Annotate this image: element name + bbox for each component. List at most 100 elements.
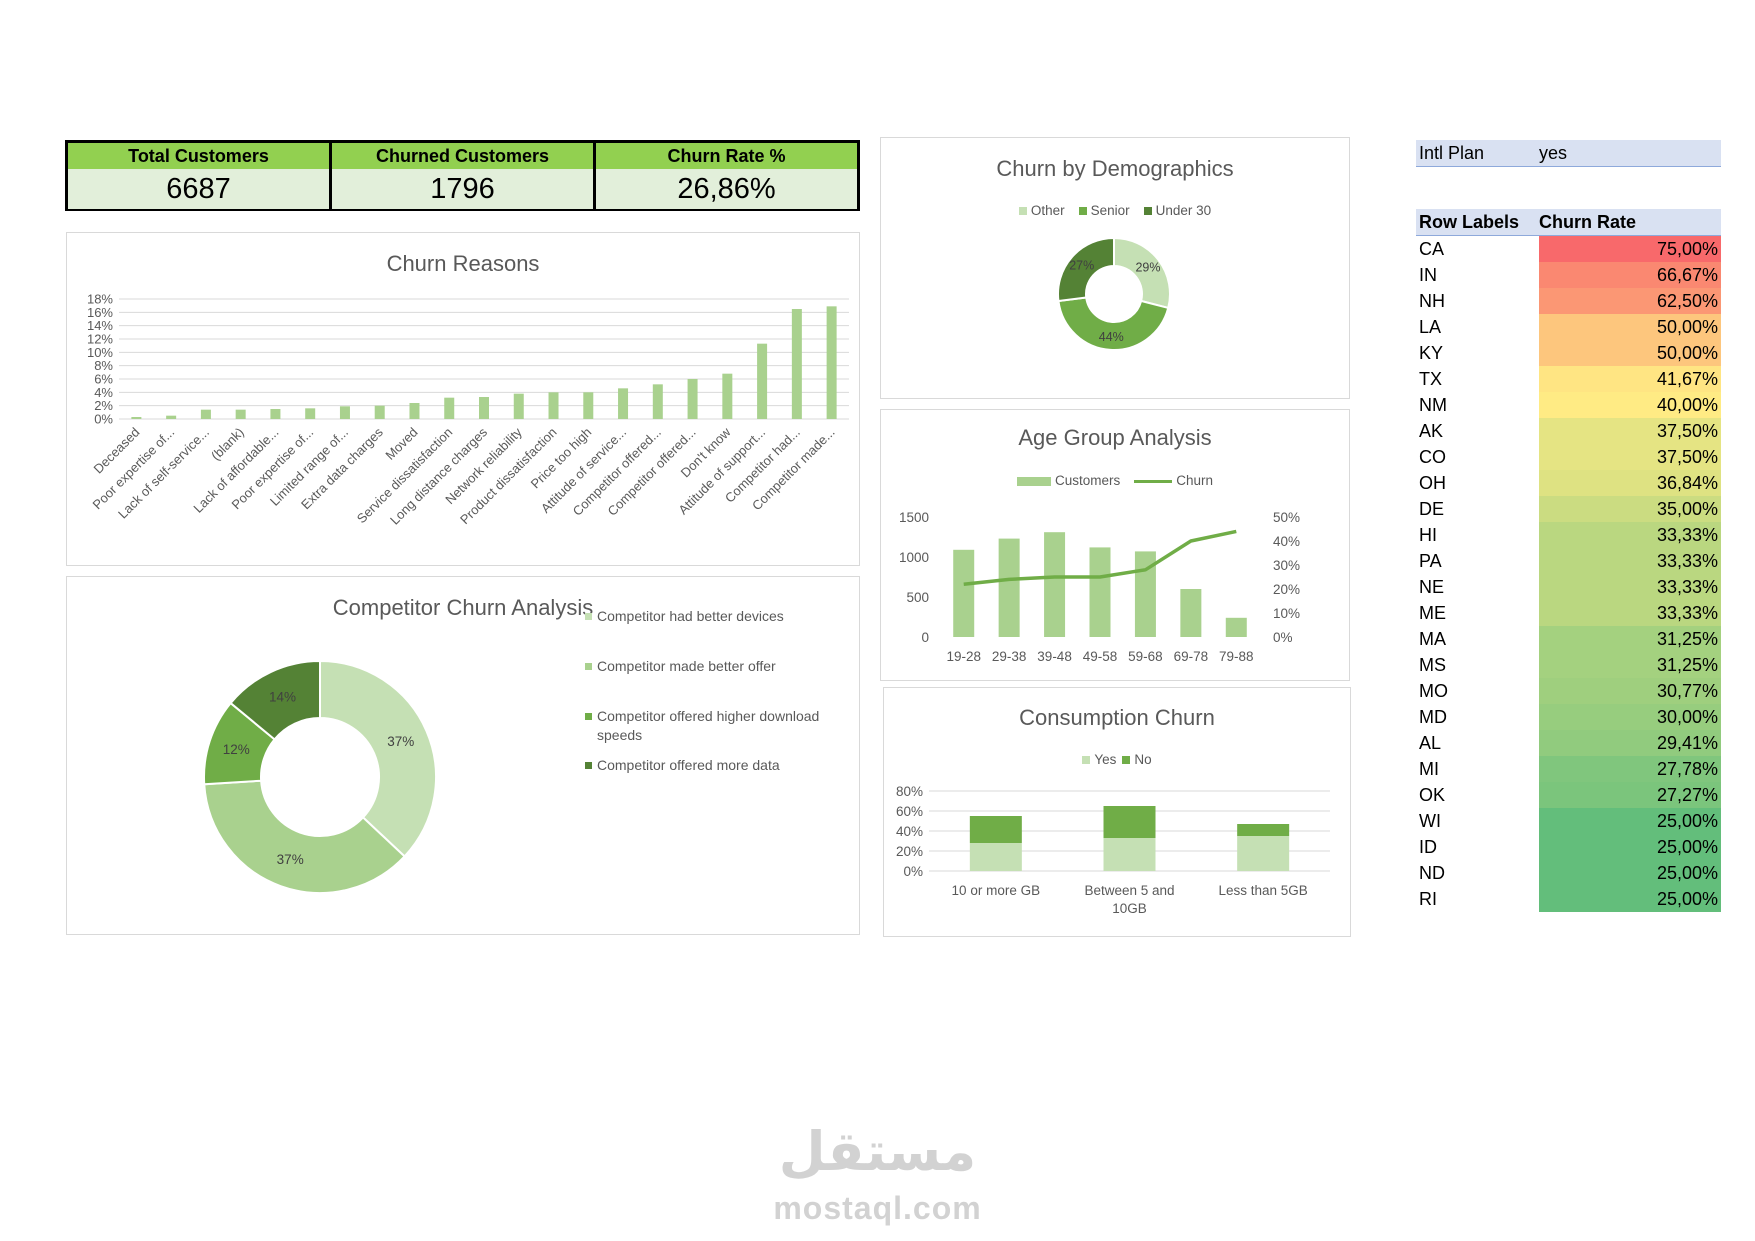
y-right-tick-label: 10%	[1273, 606, 1300, 621]
x-tick-label: 59-68	[1128, 649, 1163, 664]
slice-label: 37%	[277, 852, 304, 867]
churn-rate-cell: 40,00%	[1539, 392, 1721, 418]
filter-label: Intl Plan	[1419, 143, 1485, 163]
churn-rate-cell: 25,00%	[1539, 834, 1721, 860]
donut-slice[interactable]	[319, 659, 437, 858]
bar[interactable]	[409, 403, 420, 419]
bar-customers[interactable]	[953, 549, 975, 637]
donut-slice[interactable]	[1057, 236, 1115, 303]
churn-rate-cell: 36,84%	[1539, 470, 1721, 496]
bar[interactable]	[583, 392, 594, 419]
churn-rate-cell: 37,50%	[1539, 418, 1721, 444]
bar[interactable]	[166, 415, 177, 419]
state-label: ME	[1419, 603, 1446, 623]
bar[interactable]	[444, 397, 455, 419]
bar-yes[interactable]	[1103, 838, 1156, 871]
demographics-panel[interactable]: Churn by Demographics Other Senior Under 3…	[880, 137, 1350, 399]
legend-swatch	[1122, 756, 1131, 765]
donut-slice[interactable]	[203, 779, 406, 894]
legend-label: Other	[1030, 203, 1065, 218]
bar-customers[interactable]	[1044, 532, 1066, 637]
y-tick-label: 60%	[896, 804, 923, 819]
watermark-text: mostaql.com	[773, 1190, 982, 1226]
bar-customers[interactable]	[1180, 589, 1202, 637]
pivot-row: AK 37,50%	[1416, 418, 1721, 444]
pivot-filter[interactable]: Intl Plan yes	[1416, 140, 1721, 167]
bar[interactable]	[270, 409, 281, 419]
churn-rate-cell: 41,67%	[1539, 366, 1721, 392]
x-tick-label: 19-28	[946, 649, 981, 664]
churn-rate-cell: 27,78%	[1539, 756, 1721, 782]
state-label: RI	[1419, 889, 1437, 909]
consumption-panel[interactable]: Consumption Churn Yes No 0% 20% 40% 60% 80% 10…	[883, 687, 1351, 937]
bar-no[interactable]	[1237, 824, 1290, 836]
y-tick-label: 8%	[94, 358, 113, 373]
bar[interactable]	[722, 373, 733, 419]
churn-reasons-panel[interactable]: Churn Reasons 0% 2% 4% 6% 8% 10% 12% 14% 16% 18% D…	[66, 232, 860, 566]
bar-no[interactable]	[969, 816, 1022, 843]
bar[interactable]	[618, 388, 629, 419]
kpi-value: 6687	[68, 169, 329, 209]
bar[interactable]	[374, 405, 385, 419]
bar[interactable]	[235, 409, 246, 419]
churn-rate-cell: 62,50%	[1539, 288, 1721, 314]
legend-label: Senior	[1090, 203, 1130, 218]
legend-item: Senior	[1078, 203, 1130, 218]
bar[interactable]	[652, 384, 663, 419]
x-tick-label: Between 5 and 10GB	[1084, 883, 1174, 916]
pivot-row: ME 33,33%	[1416, 600, 1721, 626]
bar[interactable]	[200, 409, 211, 419]
competitor-churn-panel[interactable]: Competitor Churn Analysis 37% 37% 12% 14% Co…	[66, 576, 860, 935]
donut-slice[interactable]	[1057, 296, 1170, 351]
header-row-labels[interactable]: Row Labels	[1419, 212, 1520, 232]
state-label: AK	[1419, 421, 1444, 441]
y-tick-label: 0%	[94, 412, 113, 427]
bar[interactable]	[548, 392, 559, 419]
bar-customers[interactable]	[1225, 617, 1247, 637]
state-label: NM	[1419, 395, 1447, 415]
churn-rate-cell: 30,00%	[1539, 704, 1721, 730]
bar-no[interactable]	[1103, 806, 1156, 838]
kpi-value: 1796	[332, 169, 593, 209]
donut-slice[interactable]	[229, 659, 321, 741]
slice-label: 44%	[1099, 330, 1124, 344]
churn-rate-cell: 37,50%	[1539, 444, 1721, 470]
filter-value[interactable]: yes	[1539, 143, 1568, 163]
legend-swatch	[585, 663, 592, 670]
legend-label: Competitor offered higher download speeds	[597, 708, 819, 743]
age-group-chart: 0 500 1000 1500 0% 10% 20% 30% 40% 50% 19-28 29-38 3…	[899, 510, 1300, 664]
legend-swatch	[585, 713, 592, 720]
bar-yes[interactable]	[1237, 836, 1290, 871]
donut-slice[interactable]	[1113, 236, 1171, 310]
bar[interactable]	[339, 406, 350, 419]
kpi-value: 26,86%	[596, 169, 857, 209]
state-label: DE	[1419, 499, 1445, 519]
y-tick-label: 20%	[896, 844, 923, 859]
y-tick-label: 14%	[87, 318, 113, 333]
bar[interactable]	[757, 343, 768, 419]
bar[interactable]	[305, 408, 316, 419]
x-tick-label: 29-38	[992, 649, 1027, 664]
pivot-row: CA 75,00%	[1416, 236, 1721, 262]
legend-swatch	[1082, 756, 1091, 765]
pivot-row: OK 27,27%	[1416, 782, 1721, 808]
bar[interactable]	[479, 397, 489, 419]
bar-customers[interactable]	[1089, 547, 1111, 637]
state-label: NE	[1419, 577, 1445, 597]
bar-customers[interactable]	[998, 538, 1020, 637]
y-right-tick-label: 0%	[1273, 630, 1293, 645]
bar-customers[interactable]	[1134, 551, 1156, 637]
chart-legend: Customers Churn	[881, 473, 1349, 488]
kpi-label: Total Customers	[68, 143, 329, 169]
bar[interactable]	[131, 417, 142, 419]
bar[interactable]	[513, 393, 524, 419]
age-group-panel[interactable]: Age Group Analysis Customers Churn 0 500 10…	[880, 409, 1350, 681]
bar[interactable]	[687, 379, 698, 419]
x-tick-label: 69-78	[1174, 649, 1209, 664]
bar[interactable]	[826, 306, 837, 419]
x-tick-label: 10 or more GB	[952, 883, 1041, 898]
line-churn[interactable]	[963, 529, 1237, 586]
bar[interactable]	[791, 309, 802, 419]
legend-swatch	[585, 762, 592, 769]
bar-yes[interactable]	[969, 843, 1022, 871]
